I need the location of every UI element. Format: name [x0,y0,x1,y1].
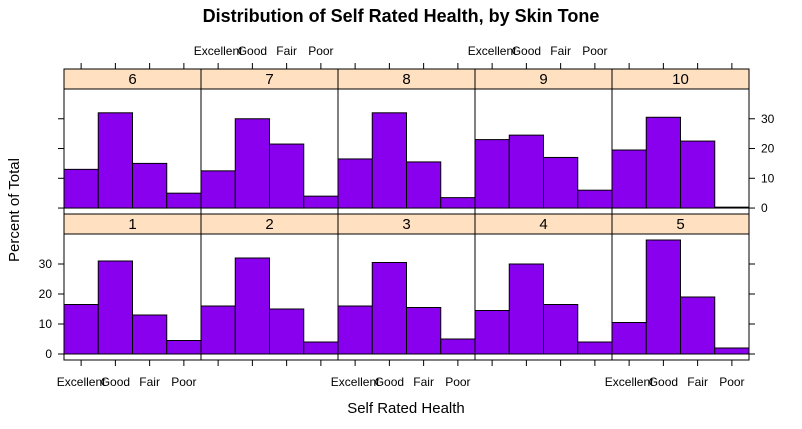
x-tick-label: Poor [308,44,333,58]
strip-label: 6 [128,71,136,88]
bar-2-good [234,257,270,355]
x-tick-label: Fair [413,375,434,389]
panel-8: 8 [337,68,476,215]
panel-5: 5 [611,213,750,361]
bar-10-good [645,116,681,209]
x-tick-label: Fair [276,44,297,58]
bar-3-good [371,262,407,355]
bar-7-excellent [200,170,236,209]
bar-10-excellent [611,149,647,209]
panel-6: 6 [63,68,202,215]
y-tick-label: 30 [39,257,53,271]
bar-2-poor [303,341,339,355]
panel-10: 10 [611,68,750,215]
y-tick-label: 10 [761,171,775,185]
y-tick-label: 10 [39,317,53,331]
y-tick-label: 30 [761,112,775,126]
bar-2-fair [269,308,305,355]
strip-label: 5 [676,216,684,233]
bar-10-poor [714,206,750,209]
bar-8-poor [440,197,476,209]
bar-1-poor [166,340,202,355]
x-tick-label: Poor [445,375,470,389]
bar-4-fair [543,304,579,355]
bar-1-good [97,260,133,355]
strip-label: 4 [539,216,547,233]
panel-4: 4 [474,213,613,361]
bar-5-poor [714,347,750,355]
bar-8-fair [406,161,442,209]
x-tick-label: Excellent [468,44,517,58]
bar-1-fair [132,314,168,355]
bar-9-excellent [474,139,510,209]
x-tick-label: Good [512,44,541,58]
x-tick-label: Good [375,375,404,389]
bar-7-fair [269,143,305,209]
bar-7-good [234,118,270,209]
bar-5-good [645,239,681,355]
bar-4-good [508,263,544,355]
bar-4-excellent [474,310,510,355]
x-tick-label: Excellent [605,375,654,389]
x-tick-label: Fair [139,375,160,389]
bar-3-fair [406,307,442,355]
bar-9-fair [543,156,579,209]
x-tick-label: Excellent [331,375,380,389]
strip-label: 10 [672,71,689,88]
bar-7-poor [303,195,339,209]
x-tick-label: Excellent [194,44,243,58]
bar-6-excellent [63,168,99,209]
strip-label: 8 [402,71,410,88]
strip-label: 2 [265,216,273,233]
x-tick-label: Good [101,375,130,389]
panel-7: 7 [200,68,339,215]
strip-label: 1 [128,216,136,233]
x-axis-label: Self Rated Health [347,400,465,417]
bar-3-poor [440,338,476,355]
bar-5-fair [680,296,716,355]
panel-border [611,233,750,361]
x-tick-label: Fair [550,44,571,58]
y-tick-label: 0 [45,347,52,361]
x-tick-label: Good [238,44,267,58]
strip-label: 7 [265,71,273,88]
bar-4-poor [577,341,613,355]
y-tick-label: 0 [761,201,768,215]
x-tick-label: Poor [719,375,744,389]
panel-2: 2 [200,213,339,361]
bar-6-good [97,112,133,209]
chart-title: Distribution of Self Rated Health, by Sk… [203,6,600,26]
bar-9-poor [577,189,613,209]
x-tick-label: Poor [582,44,607,58]
panel-9: 9 [474,68,613,215]
y-axis-label: Percent of Total [6,158,23,262]
panel-3: 3 [337,213,476,361]
bar-2-excellent [200,305,236,355]
bar-6-poor [166,192,202,209]
y-tick-label: 20 [761,142,775,156]
bar-5-excellent [611,322,647,355]
bar-9-good [508,134,544,209]
y-tick-label: 20 [39,287,53,301]
strip-label: 3 [402,216,410,233]
bar-8-excellent [337,158,373,209]
bar-1-excellent [63,304,99,355]
bar-3-excellent [337,305,373,355]
panel-1: 1 [63,213,202,361]
x-tick-label: Fair [687,375,708,389]
x-tick-label: Poor [171,375,196,389]
x-tick-label: Good [649,375,678,389]
bar-6-fair [132,162,168,209]
x-tick-label: Excellent [57,375,106,389]
bar-8-good [371,112,407,209]
bar-10-fair [680,140,716,209]
strip-label: 9 [539,71,547,88]
